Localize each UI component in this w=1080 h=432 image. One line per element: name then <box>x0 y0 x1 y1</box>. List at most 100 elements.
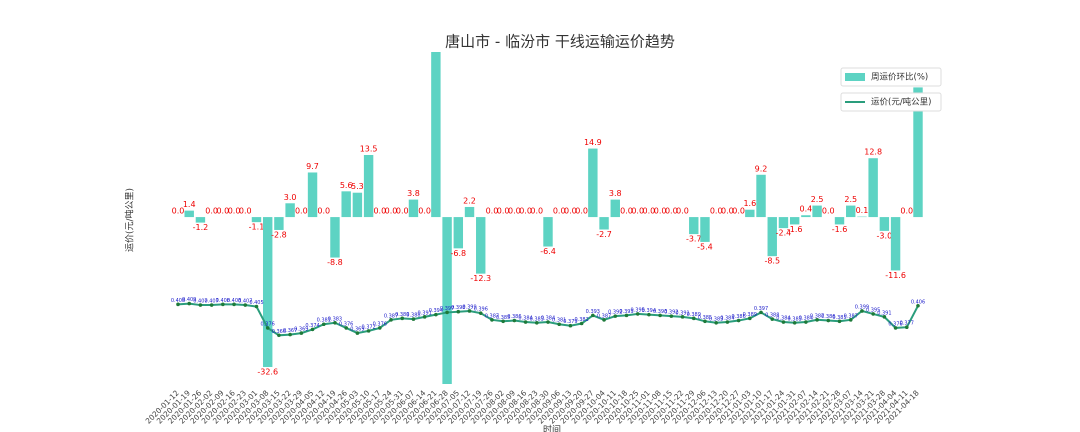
bar-value-label: -6.4 <box>540 247 556 256</box>
bar <box>812 205 822 218</box>
bar <box>285 203 295 218</box>
line-value-label: 0.397 <box>754 306 768 312</box>
bar <box>431 52 441 218</box>
legend: 周运价环比(%) 运价(元/吨公里) <box>840 67 942 112</box>
line-value-label: 0.389 <box>687 312 701 318</box>
line-value-label: 0.391 <box>675 310 689 316</box>
price-point <box>232 302 236 307</box>
line-value-label: 0.369 <box>350 327 364 333</box>
line-value-label: 0.374 <box>305 323 319 329</box>
line-value-label: 0.383 <box>709 316 723 322</box>
price-point <box>209 303 214 307</box>
y-axis-label: 运价(元/吨公里) <box>124 188 136 252</box>
bar-value-label: -3.0 <box>877 231 893 240</box>
line-value-label: 0.384 <box>541 316 555 322</box>
line-value-label: 0.386 <box>821 314 835 320</box>
line-value-label: 0.387 <box>597 313 611 319</box>
line-value-label: 0.394 <box>642 308 656 314</box>
bar <box>913 87 923 218</box>
line-value-label: 0.392 <box>664 310 678 316</box>
bar-value-label: 0.0 <box>172 207 185 216</box>
bar-value-label: 0.0 <box>216 207 229 216</box>
bar-value-label: 9.7 <box>306 162 319 171</box>
bar-value-label: 0.0 <box>317 207 330 216</box>
price-point <box>467 309 472 313</box>
bar <box>610 199 620 218</box>
bar <box>476 217 486 274</box>
bar <box>251 217 262 223</box>
bar-value-label: 13.5 <box>360 145 378 154</box>
price-point <box>635 312 640 316</box>
price-point <box>647 312 651 317</box>
price-point <box>680 315 685 319</box>
price-point <box>669 314 674 318</box>
bar-value-label: -1.6 <box>832 225 848 234</box>
line-value-label: 0.383 <box>530 316 544 322</box>
bar-value-label: 0.0 <box>654 207 667 216</box>
line-value-label: 0.395 <box>631 307 645 313</box>
line-value-label: 0.384 <box>720 316 734 322</box>
bar <box>599 217 609 230</box>
price-point <box>770 317 775 321</box>
price-point <box>703 319 707 324</box>
price-point <box>736 318 741 323</box>
price-point <box>602 318 606 322</box>
line-value-label: 0.384 <box>799 316 813 322</box>
bar-value-label: 0.0 <box>553 207 566 216</box>
bar-value-label: -32.6 <box>257 367 278 376</box>
bar-value-label: 0.0 <box>643 207 656 216</box>
price-point <box>725 320 730 324</box>
price-point <box>265 326 270 330</box>
bar <box>834 217 845 225</box>
line-value-label: 0.393 <box>619 309 633 315</box>
bar-value-label: -2.8 <box>271 230 287 239</box>
price-point <box>254 304 259 309</box>
bar-value-label: -2.4 <box>776 229 792 238</box>
price-point <box>478 311 483 315</box>
price-point <box>916 303 920 308</box>
line-value-label: 0.369 <box>294 327 308 333</box>
bar <box>184 210 194 218</box>
line-value-label: 0.408 <box>227 298 241 304</box>
line-value-label: 0.367 <box>283 328 297 334</box>
price-point <box>198 303 203 307</box>
bar-value-label: 0.0 <box>497 207 510 216</box>
price-point <box>333 320 337 325</box>
line-value-label: 0.376 <box>339 321 353 327</box>
price-point <box>557 322 562 327</box>
chart-title: 唐山市 - 临汾市 干线运输运价趋势 <box>445 33 675 51</box>
bar-value-label: 0.0 <box>665 207 678 216</box>
line-value-label: 0.393 <box>653 309 667 315</box>
x-axis-label: 时间 <box>543 424 561 432</box>
bar <box>700 217 710 242</box>
line-value-label: 0.384 <box>776 316 790 322</box>
line-value-label: 0.385 <box>832 315 846 321</box>
price-point <box>534 320 539 325</box>
plot-area: 0.01.4-1.20.00.00.00.0-1.1-32.6-2.83.00.… <box>171 52 927 384</box>
price-point <box>871 312 875 316</box>
bar-value-label: 0.4 <box>800 205 813 214</box>
line-value-label: 0.372 <box>361 324 375 330</box>
price-point <box>826 318 831 323</box>
bar <box>330 217 340 258</box>
bar-value-label: 14.9 <box>584 138 602 147</box>
price-point <box>837 319 842 324</box>
bar <box>363 155 374 218</box>
price-point <box>389 318 393 322</box>
bar <box>341 191 351 218</box>
line-value-label: 0.392 <box>608 310 622 316</box>
price-point <box>848 318 853 322</box>
line-value-label: 0.388 <box>406 313 420 319</box>
bar <box>868 158 878 218</box>
line-value-label: 0.387 <box>844 313 858 319</box>
bar-value-label: 0.0 <box>631 207 644 216</box>
price-point <box>904 325 909 329</box>
bar <box>464 206 475 218</box>
bar-value-label: 3.8 <box>609 189 622 198</box>
price-point <box>490 318 494 322</box>
price-point <box>714 320 718 325</box>
price-point <box>882 315 887 319</box>
bar-value-label: 0.0 <box>530 207 543 216</box>
bar <box>408 199 419 218</box>
price-point <box>579 321 584 326</box>
